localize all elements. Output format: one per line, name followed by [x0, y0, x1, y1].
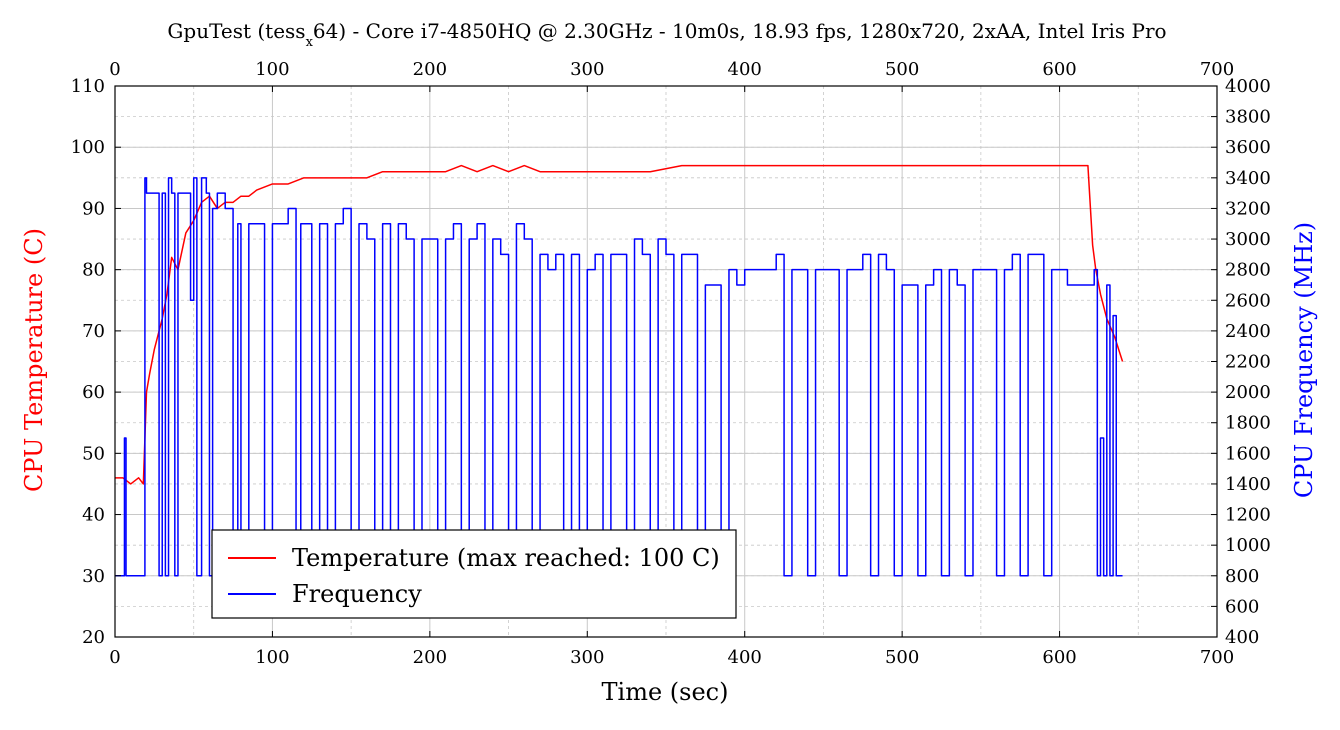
y-right-tick-label: 2800	[1225, 260, 1271, 281]
y-left-tick-label: 90	[82, 198, 105, 219]
y-right-tick-label: 2400	[1225, 321, 1271, 342]
y-axis-right-label: CPU Frequency (MHz)	[1290, 222, 1318, 498]
y-left-tick-label: 70	[82, 321, 105, 342]
x-tick-label: 200	[413, 647, 447, 668]
legend: Temperature (max reached: 100 C) Frequen…	[211, 529, 737, 619]
y-right-tick-label: 400	[1225, 627, 1259, 648]
y-left-tick-label: 50	[82, 443, 105, 464]
legend-label-temperature: Temperature (max reached: 100 C)	[292, 544, 720, 572]
x-tick-label: 400	[728, 647, 762, 668]
legend-label-frequency: Frequency	[292, 580, 422, 608]
x-tick-label: 100	[255, 647, 289, 668]
y-left-tick-label: 100	[71, 137, 105, 158]
y-left-tick-label: 80	[82, 260, 105, 281]
y-left-tick-label: 60	[82, 382, 105, 403]
y-right-tick-label: 1600	[1225, 443, 1271, 464]
x-top-tick-label: 500	[885, 59, 919, 80]
y-left-tick-label: 30	[82, 566, 105, 587]
y-right-tick-label: 1800	[1225, 413, 1271, 434]
y-axis-left-label: CPU Temperature (C)	[20, 228, 48, 492]
x-tick-label: 300	[570, 647, 604, 668]
y-left-tick-label: 110	[71, 76, 105, 97]
y-right-tick-label: 3000	[1225, 229, 1271, 250]
y-right-tick-label: 3200	[1225, 198, 1271, 219]
x-top-tick-label: 100	[255, 59, 289, 80]
y-right-tick-label: 2200	[1225, 352, 1271, 373]
y-right-tick-label: 3800	[1225, 107, 1271, 128]
y-right-tick-label: 1200	[1225, 505, 1271, 526]
y-left-tick-label: 20	[82, 627, 105, 648]
x-tick-label: 0	[109, 647, 120, 668]
chart-title: GpuTest (tessx64) - Core i7-4850HQ @ 2.3…	[167, 19, 1166, 50]
y-right-tick-label: 1000	[1225, 535, 1271, 556]
y-right-tick-label: 600	[1225, 596, 1259, 617]
x-tick-label: 500	[885, 647, 919, 668]
y-right-tick-label: 1400	[1225, 474, 1271, 495]
chart-title-pre: GpuTest (tess	[167, 19, 305, 43]
x-top-tick-label: 200	[413, 59, 447, 80]
tick-layer: 0 100 200 300 400 500 600 700 0 100 200 300 400 500 60…	[71, 59, 1271, 668]
x-top-tick-label: 400	[728, 59, 762, 80]
y-left-tick-label: 40	[82, 505, 105, 526]
series-frequency-line	[115, 177, 1123, 577]
x-tick-label: 700	[1200, 647, 1234, 668]
x-top-tick-label: 600	[1042, 59, 1076, 80]
y-right-tick-label: 800	[1225, 566, 1259, 587]
y-right-tick-label: 4000	[1225, 76, 1271, 97]
x-tick-label: 600	[1042, 647, 1076, 668]
y-right-tick-label: 2000	[1225, 382, 1271, 403]
x-axis-label: Time (sec)	[602, 678, 729, 706]
series-temperature-line	[115, 164, 1124, 485]
y-right-tick-label: 3600	[1225, 137, 1271, 158]
x-top-tick-label: 0	[109, 59, 120, 80]
chart-title-post: 64) - Core i7-4850HQ @ 2.30GHz - 10m0s, …	[313, 19, 1167, 43]
x-top-tick-label: 300	[570, 59, 604, 80]
y-right-tick-label: 3400	[1225, 168, 1271, 189]
legend-box	[211, 529, 737, 619]
x-top-tick-label: 700	[1200, 59, 1234, 80]
y-right-tick-label: 2600	[1225, 290, 1271, 311]
chart-title-sub: x	[306, 35, 314, 50]
